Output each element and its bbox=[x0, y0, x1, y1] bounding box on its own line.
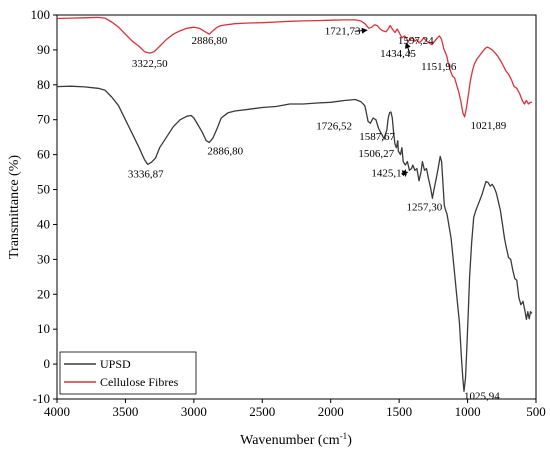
peak-label: 2886,80 bbox=[191, 35, 227, 47]
x-tick-label: 2000 bbox=[318, 404, 344, 419]
y-tick-label: 40 bbox=[37, 216, 50, 231]
y-tick-label: 20 bbox=[37, 286, 50, 301]
peak-label: 1257,30 bbox=[407, 201, 443, 213]
y-tick-label: 100 bbox=[31, 7, 51, 22]
y-tick-label: -10 bbox=[33, 391, 50, 406]
axis-ticks: 4000 3500 3000 2500 2000 1500 1000 500 -10 0 10 20 3… bbox=[31, 7, 546, 419]
y-tick-label: 90 bbox=[37, 42, 50, 57]
legend-label-cellulose: Cellulose Fibres bbox=[100, 375, 179, 389]
series-line-upsd bbox=[56, 85, 533, 392]
x-tick-label: 2500 bbox=[249, 404, 275, 419]
peak-label: 1726,52 bbox=[316, 120, 352, 132]
annotation-arrow bbox=[354, 27, 368, 34]
peak-label: 3336,87 bbox=[128, 168, 164, 180]
annotation-arrow bbox=[401, 170, 409, 177]
y-tick-label: 10 bbox=[37, 321, 50, 336]
legend-label-upsd: UPSD bbox=[100, 357, 131, 371]
x-axis-title: Wavenumber (cm-1) bbox=[240, 431, 352, 448]
x-axis-title-sup: -1 bbox=[340, 431, 348, 441]
legend: UPSD Cellulose Fibres bbox=[59, 351, 197, 395]
peak-label: 1597,24 bbox=[398, 35, 434, 47]
x-tick-label: 4000 bbox=[44, 404, 70, 419]
plot-area bbox=[56, 14, 537, 400]
y-tick-label: 0 bbox=[44, 356, 51, 371]
peak-label: 1721,73 bbox=[325, 25, 361, 37]
peak-label: 1506,27 bbox=[358, 148, 394, 160]
x-axis-title-main: Wavenumber (cm bbox=[240, 433, 340, 448]
y-axis-title: Transmittance (%) bbox=[7, 155, 22, 259]
x-tick-label: 1000 bbox=[455, 404, 481, 419]
x-tick-label: 3000 bbox=[181, 404, 207, 419]
y-tick-label: 30 bbox=[37, 251, 50, 266]
legend-box bbox=[59, 351, 197, 395]
peak-label: 1425,14 bbox=[371, 167, 407, 179]
annotation-arrow bbox=[405, 42, 411, 55]
series-layer bbox=[56, 16, 533, 392]
peak-label: 1587,67 bbox=[359, 131, 395, 143]
x-axis-title-end: ) bbox=[347, 433, 352, 448]
peak-label: 1025,94 bbox=[464, 390, 500, 402]
series-line-cellulose-fibres bbox=[56, 16, 532, 118]
x-tick-label: 500 bbox=[526, 404, 546, 419]
y-tick-label: 60 bbox=[37, 147, 50, 162]
y-tick-label: 70 bbox=[37, 112, 50, 127]
peak-label: 3322,50 bbox=[132, 58, 168, 70]
peak-label: 2886,80 bbox=[207, 145, 243, 157]
x-tick-label: 3500 bbox=[112, 404, 138, 419]
peak-label: 1021,89 bbox=[471, 120, 507, 132]
peak-label: 1151,96 bbox=[421, 61, 457, 73]
x-tick-label: 1500 bbox=[386, 404, 412, 419]
peak-label: 1434,45 bbox=[380, 48, 416, 60]
y-tick-label: 50 bbox=[37, 182, 50, 197]
y-tick-label: 80 bbox=[37, 77, 50, 92]
